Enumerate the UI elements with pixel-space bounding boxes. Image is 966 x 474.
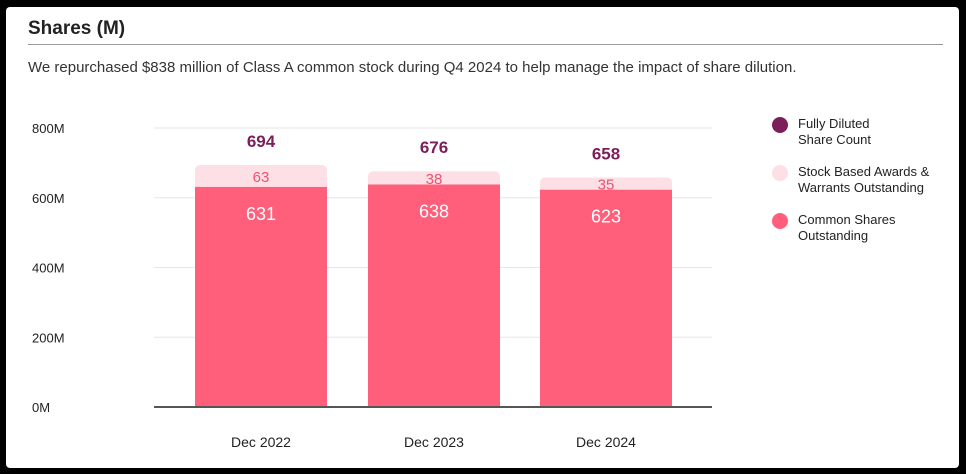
chart-legend: Fully Diluted Share Count Stock Based Awar… [772,116,952,260]
x-tick-label: Dec 2024 [576,434,636,450]
legend-label: Common Shares [798,212,896,227]
data-label-common-shares: 631 [246,204,276,224]
data-label-stock-awards: 38 [426,171,443,188]
y-tick-label: 200M [32,330,65,345]
data-label-common-shares: 623 [591,207,621,227]
data-label-stock-awards: 35 [598,177,615,194]
legend-label: Stock Based Awards & [798,164,930,179]
data-label-fully-diluted: 676 [420,138,448,157]
legend-item: Fully Diluted Share Count [772,116,948,148]
legend-swatch [772,213,788,229]
y-tick-label: 0M [32,400,50,415]
data-label-common-shares: 638 [419,201,449,221]
x-tick-label: Dec 2023 [404,434,464,450]
bar-common-shares [368,184,500,407]
data-label-fully-diluted: 658 [592,145,620,164]
y-tick-label: 400M [32,261,65,276]
title-divider [28,44,943,45]
data-label-fully-diluted: 694 [247,132,276,151]
legend-item: Common Shares Outstanding [772,212,948,244]
y-tick-label: 800M [32,121,65,136]
bar-common-shares [540,189,672,407]
bar-common-shares [195,186,327,407]
chart-title: Shares (M) [28,18,126,39]
legend-swatch [772,117,788,133]
legend-label: Outstanding [798,228,869,243]
legend-label: Fully Diluted [798,116,870,131]
x-tick-label: Dec 2022 [231,434,291,450]
legend-label: Warrants Outstanding [798,180,924,195]
bar-stock-awards [195,164,327,193]
legend-item: Stock Based Awards & Warrants Outstanding [772,164,948,196]
legend-swatch [772,165,788,181]
legend-label: Share Count [798,132,871,147]
data-label-stock-awards: 63 [253,169,270,186]
y-tick-label: 600M [32,191,65,206]
chart-subtitle: We repurchased $838 million of Class A c… [28,59,797,76]
